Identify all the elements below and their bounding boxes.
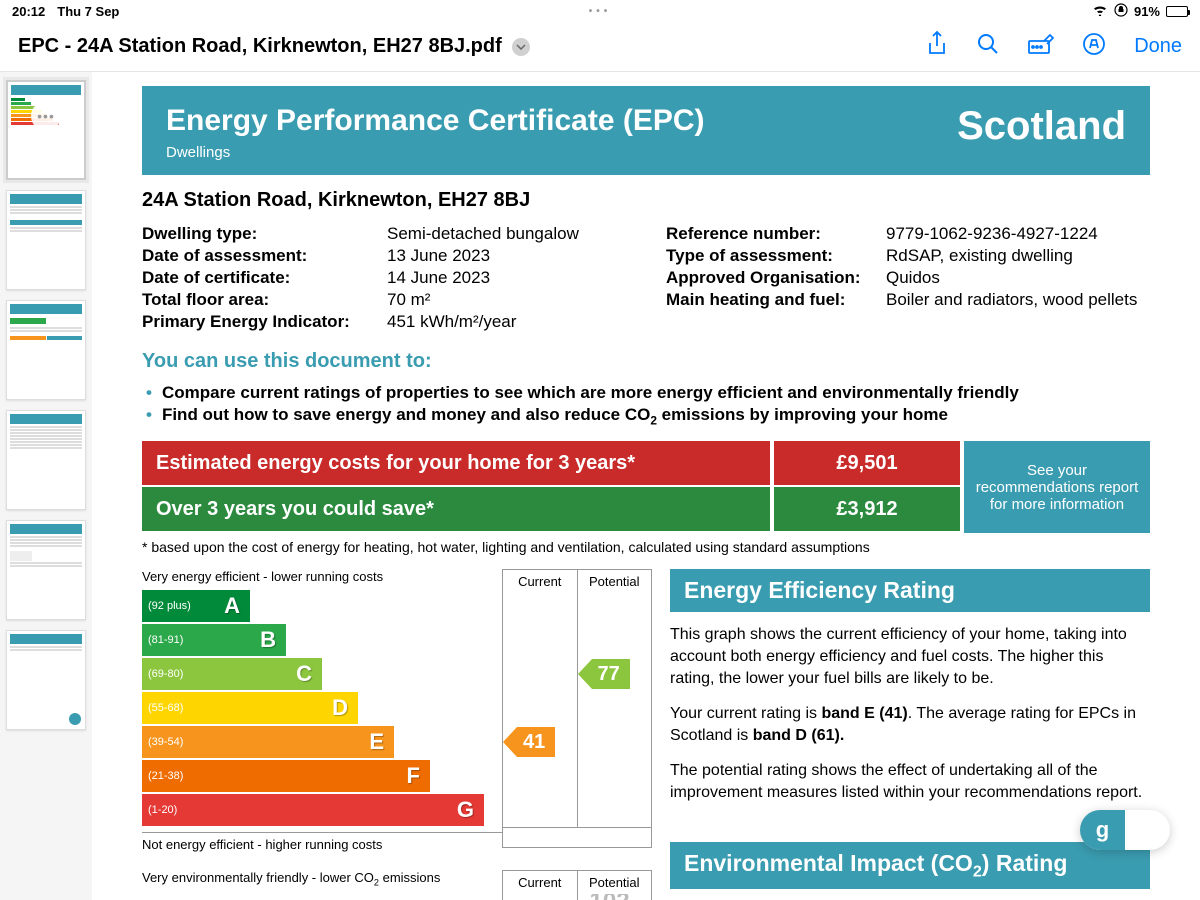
info-row: Type of assessment:RdSAP, existing dwell… bbox=[666, 246, 1150, 266]
env-col-potential: Potential bbox=[578, 871, 652, 894]
annotate-icon[interactable] bbox=[1082, 32, 1106, 62]
rating-band-C: (69-80)C bbox=[142, 658, 322, 690]
efficiency-text-area: Energy Efficiency Rating This graph show… bbox=[670, 569, 1150, 900]
rating-band-G: (1-20)G bbox=[142, 794, 484, 826]
document-title: EPC - 24A Station Road, Kirknewton, EH27… bbox=[18, 35, 502, 58]
status-bar: 20:12 Thu 7 Sep ••• 91% bbox=[0, 0, 1200, 22]
info-row: Approved Organisation:Quidos bbox=[666, 268, 1150, 288]
epc-region: Scotland bbox=[957, 104, 1126, 149]
estimated-cost-label: Estimated energy costs for your home for… bbox=[142, 441, 770, 485]
use-doc-item: Compare current ratings of properties to… bbox=[142, 383, 1150, 403]
cost-footnote: * based upon the cost of energy for heat… bbox=[142, 539, 1150, 555]
efficiency-para-2: Your current rating is band E (41). The … bbox=[670, 703, 1150, 746]
more-icon[interactable]: ••• bbox=[31, 101, 61, 131]
page-thumbnail-4[interactable] bbox=[6, 410, 86, 510]
rating-band-A: (92 plus)A bbox=[142, 590, 250, 622]
efficiency-chart: Very energy efficient - lower running co… bbox=[142, 569, 652, 900]
done-button[interactable]: Done bbox=[1134, 35, 1182, 58]
status-time: 20:12 bbox=[12, 4, 45, 19]
env-chart-top-label: Very environmentally friendly - lower CO… bbox=[142, 870, 502, 888]
env-potential-value: 102 bbox=[590, 894, 630, 900]
cost-table: Estimated energy costs for your home for… bbox=[142, 441, 1150, 533]
battery-percent: 91% bbox=[1134, 4, 1160, 19]
info-row: Total floor area:70 m² bbox=[142, 290, 626, 310]
use-doc-heading: You can use this document to: bbox=[142, 350, 1150, 373]
orientation-lock-icon bbox=[1114, 3, 1128, 20]
rating-band-D: (55-68)D bbox=[142, 692, 358, 724]
info-grid: Dwelling type:Semi-detached bungalowDate… bbox=[142, 224, 1150, 334]
info-row: Dwelling type:Semi-detached bungalow bbox=[142, 224, 626, 244]
page-thumbnail-6[interactable] bbox=[6, 630, 86, 730]
efficiency-para-1: This graph shows the current efficiency … bbox=[670, 624, 1150, 689]
efficiency-rating-header: Energy Efficiency Rating bbox=[670, 569, 1150, 612]
info-row: Main heating and fuel:Boiler and radiato… bbox=[666, 290, 1150, 310]
rating-band-E: (39-54)E bbox=[142, 726, 394, 758]
title-bar: EPC - 24A Station Road, Kirknewton, EH27… bbox=[0, 22, 1200, 72]
page-thumbnail-3[interactable] bbox=[6, 300, 86, 400]
thumbnail-sidebar[interactable]: ••• bbox=[0, 72, 92, 900]
use-doc-list: Compare current ratings of properties to… bbox=[142, 383, 1150, 427]
info-row: Date of certificate:14 June 2023 bbox=[142, 268, 626, 288]
page-thumbnail-2[interactable] bbox=[6, 190, 86, 290]
epc-header-banner: Energy Performance Certificate (EPC) Dwe… bbox=[142, 86, 1150, 175]
page-thumbnail-5[interactable] bbox=[6, 520, 86, 620]
epc-subtitle: Dwellings bbox=[166, 144, 705, 161]
wifi-icon bbox=[1092, 4, 1108, 19]
share-icon[interactable] bbox=[926, 31, 948, 63]
potential-rating-arrow: 77 bbox=[592, 659, 630, 689]
savings-value: £3,912 bbox=[774, 487, 960, 531]
chevron-down-icon[interactable] bbox=[512, 38, 530, 56]
info-row: Primary Energy Indicator:451 kWh/m²/year bbox=[142, 312, 626, 332]
page-thumbnail-1[interactable]: ••• bbox=[6, 80, 86, 180]
markup-icon[interactable] bbox=[1028, 33, 1054, 61]
search-icon[interactable] bbox=[976, 32, 1000, 62]
floating-letter[interactable]: g bbox=[1080, 810, 1125, 850]
use-doc-item: Find out how to save energy and money an… bbox=[142, 405, 1150, 427]
estimated-cost-value: £9,501 bbox=[774, 441, 960, 485]
battery-icon bbox=[1166, 6, 1188, 17]
chart-efficient-label: Very energy efficient - lower running co… bbox=[142, 569, 502, 584]
environmental-rating-header: Environmental Impact (CO2) Rating bbox=[670, 842, 1150, 890]
rating-band-B: (81-91)B bbox=[142, 624, 286, 656]
status-date: Thu 7 Sep bbox=[57, 4, 119, 19]
env-col-current: Current bbox=[503, 871, 578, 894]
epc-title: Energy Performance Certificate (EPC) bbox=[166, 104, 705, 138]
rating-band-F: (21-38)F bbox=[142, 760, 430, 792]
floating-tool-widget[interactable]: g bbox=[1080, 810, 1170, 850]
info-row: Reference number:9779-1062-9236-4927-122… bbox=[666, 224, 1150, 244]
chart-inefficient-label: Not energy efficient - higher running co… bbox=[142, 832, 502, 852]
drag-handle-icon[interactable]: ••• bbox=[589, 6, 612, 17]
current-rating-arrow: 41 bbox=[517, 727, 555, 757]
property-address: 24A Station Road, Kirknewton, EH27 8BJ bbox=[142, 189, 1150, 212]
recommendations-link: See your recommendations report for more… bbox=[964, 441, 1150, 533]
efficiency-para-3: The potential rating shows the effect of… bbox=[670, 760, 1150, 803]
col-potential-header: Potential bbox=[578, 570, 652, 590]
document-view[interactable]: Energy Performance Certificate (EPC) Dwe… bbox=[92, 72, 1200, 900]
col-current-header: Current bbox=[503, 570, 578, 590]
info-row: Date of assessment:13 June 2023 bbox=[142, 246, 626, 266]
savings-label: Over 3 years you could save* bbox=[142, 487, 770, 531]
